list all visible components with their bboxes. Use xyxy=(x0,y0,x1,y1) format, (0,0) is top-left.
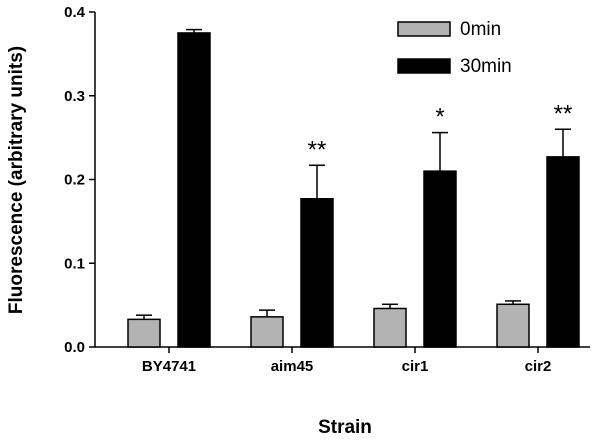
legend: 0min 30min xyxy=(397,19,512,77)
legend-swatch-30min xyxy=(397,58,451,74)
legend-label-0min: 0min xyxy=(460,19,501,40)
y-tick-label: 0.4 xyxy=(64,4,86,21)
significance-marker: ** xyxy=(554,100,573,127)
bars xyxy=(127,28,580,348)
x-tick-label: cir2 xyxy=(525,358,552,375)
axes xyxy=(94,12,590,348)
significance-marker: * xyxy=(435,104,444,131)
bar-0min-cir1 xyxy=(373,307,407,348)
bar-30min-aim45 xyxy=(300,198,334,348)
x-tick-label: cir1 xyxy=(402,358,429,375)
y-tick-label: 0.1 xyxy=(64,255,85,272)
x-tick-label: BY4741 xyxy=(142,358,196,375)
y-tick-label: 0.0 xyxy=(64,339,85,356)
bar-0min-aim45 xyxy=(250,316,284,348)
bar-30min-BY4741 xyxy=(177,32,211,348)
legend-swatch-0min xyxy=(397,21,451,37)
y-tick-label: 0.3 xyxy=(64,88,85,105)
x-tick-label: aim45 xyxy=(271,358,314,375)
y-ticks: 0.0 0.1 0.2 0.3 0.4 xyxy=(64,4,95,356)
bar-30min-cir1 xyxy=(423,170,457,348)
y-tick-label: 0.2 xyxy=(64,172,85,189)
bar-0min-cir2 xyxy=(496,303,530,348)
x-ticks: BY4741 aim45 cir1 cir2 xyxy=(142,347,551,375)
bar-30min-cir2 xyxy=(546,156,580,348)
y-axis-label: Fluorescence (arbitrary units) xyxy=(6,46,27,314)
legend-label-30min: 30min xyxy=(460,56,512,77)
bar-0min-BY4741 xyxy=(127,318,161,348)
significance-annotations: *** ** xyxy=(308,100,573,163)
significance-marker: ** xyxy=(308,136,327,163)
x-axis-label: Strain xyxy=(318,417,372,438)
